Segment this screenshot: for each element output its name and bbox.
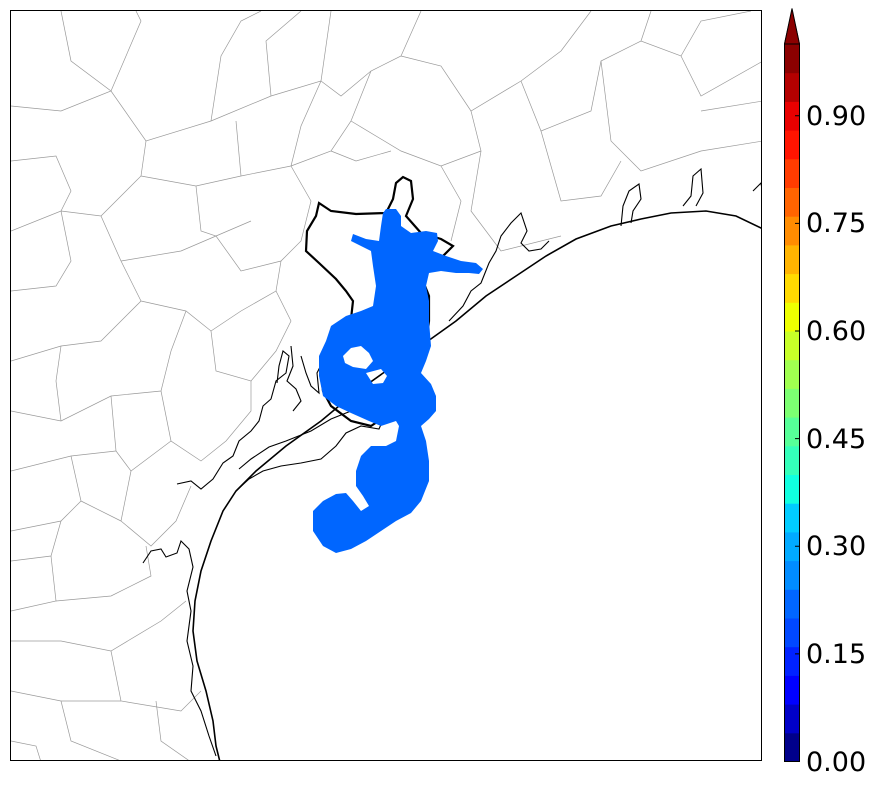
- colorbar-segment: [784, 704, 800, 734]
- colorbar-segment: [784, 359, 800, 389]
- colorbar-label-5: 0.75: [806, 208, 867, 240]
- colorbar-segment: [784, 618, 800, 648]
- coastline: [192, 210, 761, 760]
- colorbar-label-0: 0.00: [806, 746, 867, 778]
- colorbar-segment: [784, 130, 800, 160]
- plume-area: [313, 209, 483, 553]
- colorbar-segment: [784, 101, 800, 131]
- colorbar-label-6: 0.90: [806, 100, 867, 132]
- colorbar-label-3: 0.45: [806, 423, 867, 455]
- colorbar-segment: [784, 331, 800, 361]
- colorbar-segment: [784, 244, 800, 275]
- colorbar-segment: [784, 589, 800, 619]
- colorbar-label-2: 0.30: [806, 531, 867, 563]
- colorbar-segment: [784, 503, 800, 533]
- colorbar-segment: [784, 273, 800, 303]
- map-panel: [10, 10, 762, 761]
- colorbar-segment: [784, 216, 800, 246]
- colorbar-segment: [784, 732, 800, 762]
- colorbar-segment: [784, 474, 800, 504]
- colorbar-segment: [784, 158, 800, 188]
- colorbar-segment: [784, 187, 800, 217]
- plume: [313, 209, 483, 553]
- colorbar-extend-arrow: [784, 8, 800, 44]
- colorbar: [784, 8, 800, 762]
- colorbar-segment: [784, 44, 800, 74]
- colorbar-segment: [784, 388, 800, 418]
- colorbar-segment: [784, 72, 800, 102]
- colorbar-segment: [784, 302, 800, 332]
- bay-shorelines: [142, 167, 761, 757]
- colorbar-segment: [784, 445, 800, 475]
- colorbar-segment: [784, 646, 800, 676]
- colorbar-segment: [784, 560, 800, 590]
- colorbar-ticks: [795, 115, 800, 762]
- map-svg: [11, 11, 761, 760]
- colorbar-label-4: 0.60: [806, 316, 867, 347]
- colorbar-segment: [784, 675, 800, 705]
- colorbar-label-1: 0.15: [806, 638, 867, 670]
- colorbar-segment: [784, 417, 800, 447]
- colorbar-segments: [784, 44, 800, 762]
- county-boundaries: [11, 11, 761, 760]
- colorbar-arrow-border: [784, 8, 800, 45]
- colorbar-segment: [784, 531, 800, 562]
